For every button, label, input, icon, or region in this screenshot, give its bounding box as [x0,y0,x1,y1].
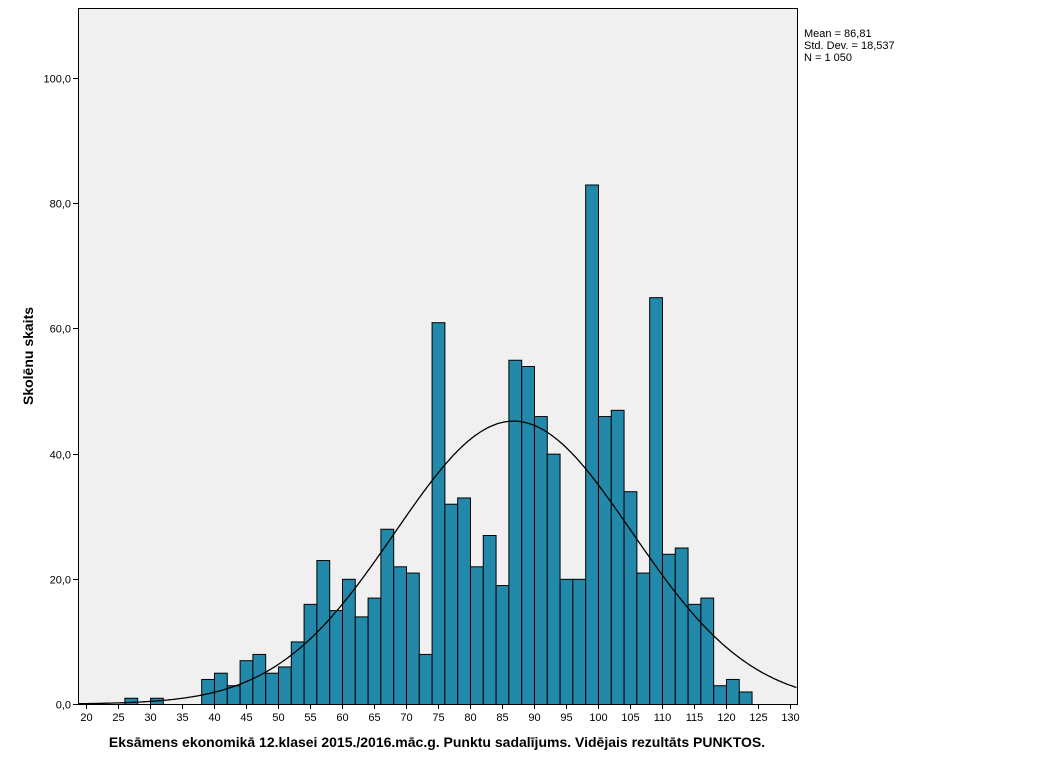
x-axis: 20 25 30 35 40 45 50 55 60 65 70 75 80 85 90 95 100 105 11… [80,704,800,724]
histogram-bar [700,597,715,705]
y-tick-label: 100,0 [43,74,71,86]
histogram-bar [610,409,625,705]
histogram-bar [597,416,612,705]
histogram-bar [341,578,356,705]
stats-legend: Mean = 86,81 Std. Dev. = 18,537 N = 1 05… [804,28,895,64]
x-tick-label: 40 [208,712,220,724]
histogram-bar [444,503,459,705]
histogram-bar [239,660,254,706]
x-tick-label: 125 [749,712,767,724]
histogram-bar [687,603,702,706]
histogram-bar [303,603,318,706]
y-axis-label: Skolēnu skaits [20,307,36,405]
histogram-bar [265,672,279,705]
y-tick-label: 40,0 [50,450,71,462]
histogram-bar [533,416,548,705]
y-tick-label: 20,0 [50,575,71,587]
x-tick-label: 130 [781,712,799,724]
x-tick-label: 65 [368,712,380,724]
histogram-bar [380,528,395,706]
histogram-bar [559,578,574,705]
histogram-bar [316,560,331,705]
histogram-bar [585,184,599,705]
histogram-bar [418,653,433,705]
x-tick-label: 30 [144,712,156,724]
y-axis: 0,0 20,0 40,0 60,0 80,0 100,0 [43,74,78,712]
normal-curve [77,420,797,705]
histogram-bar [431,322,446,705]
histogram-bar [636,572,651,705]
x-tick-label: 120 [717,712,735,724]
x-tick-label: 20 [80,712,92,724]
histogram-bar [738,691,753,705]
histogram-bar [674,547,689,706]
x-tick-label: 85 [496,712,508,724]
histogram-bar [508,359,523,705]
x-tick-label: 70 [400,712,412,724]
x-tick-label: 95 [560,712,572,724]
histogram-bar [469,566,484,706]
x-tick-label: 110 [654,712,672,724]
histogram-bar [713,685,727,705]
histogram-bar [329,610,343,706]
histogram-bar [495,585,510,706]
histogram-bar [252,653,267,705]
y-tick-label: 80,0 [50,199,71,211]
histogram-bar [572,578,587,705]
histogram-bar [367,597,382,705]
histogram-bar [277,666,292,705]
x-tick-label: 60 [336,712,348,724]
x-tick-label: 35 [176,712,188,724]
histogram-bar [457,497,471,706]
y-tick-label: 60,0 [50,324,71,336]
x-tick-label: 55 [304,712,316,724]
x-tick-label: 80 [464,712,476,724]
histogram-bar [124,697,139,706]
histogram-bar [201,678,215,706]
x-tick-label: 115 [686,712,704,724]
x-axis-label: Eksāmens ekonomikā 12.klasei 2015./2016.… [109,734,765,750]
histogram-bar [354,616,369,705]
histogram-bar [482,535,497,706]
histogram-bar [725,678,740,706]
stat-std-dev: Std. Dev. = 18,537 [804,40,895,52]
y-tick-label: 0,0 [56,700,71,712]
histogram-bar [405,572,420,705]
histogram-bar [393,566,407,706]
x-tick-label: 50 [272,712,284,724]
x-tick-label: 45 [240,712,252,724]
stat-mean: Mean = 86,81 [804,28,872,40]
x-tick-label: 90 [528,712,540,724]
histogram-bar [290,641,305,706]
histogram-bar [521,366,535,705]
x-tick-label: 105 [621,712,639,724]
stat-n: N = 1 050 [804,52,852,64]
x-tick-label: 75 [432,712,444,724]
x-tick-label: 25 [112,712,124,724]
histogram-bar [546,453,561,705]
histogram-bar [649,297,663,705]
x-tick-label: 100 [589,712,607,724]
